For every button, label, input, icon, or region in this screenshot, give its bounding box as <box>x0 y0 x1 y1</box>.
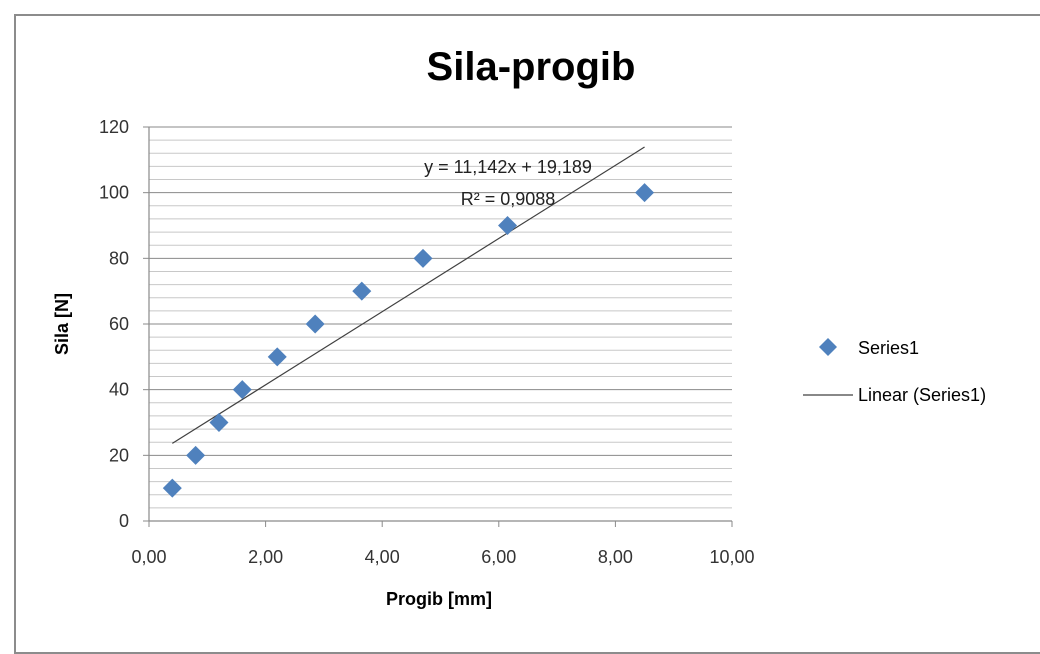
y-tick-label: 40 <box>109 380 129 400</box>
y-axis-title: Sila [N] <box>52 293 72 355</box>
ticks-layer: 0 20 40 60 80 100 120 0,00 2,00 4,00 6,00 8,00 10,00 <box>99 117 755 567</box>
y-tick-label: 20 <box>109 445 129 465</box>
data-point <box>635 183 655 203</box>
data-point <box>209 413 229 432</box>
x-tick-label: 0,00 <box>131 547 166 567</box>
x-tick-label: 6,00 <box>481 547 516 567</box>
x-tick-label: 2,00 <box>248 547 283 567</box>
chart-title: Sila-progib <box>427 45 636 89</box>
y-tick-label: 0 <box>119 511 129 531</box>
data-point <box>186 445 206 465</box>
x-tick-label: 4,00 <box>365 547 400 567</box>
trend-layer <box>172 146 645 444</box>
trendline-r2: R² = 0,9088 <box>461 189 556 209</box>
data-point <box>305 314 325 334</box>
data-point <box>232 380 252 400</box>
legend-label-series1: Series1 <box>858 338 919 358</box>
data-point <box>413 248 433 268</box>
legend: Series1 Linear (Series1) <box>803 338 986 405</box>
data-point <box>267 347 287 367</box>
y-tick-label: 80 <box>109 248 129 268</box>
chart-svg: Sila-progib 0 20 40 60 80 100 120 0,00 2,00 4,00 6… <box>52 45 986 609</box>
trendline-equation: y = 11,142x + 19,189 <box>424 157 592 177</box>
y-tick-label: 60 <box>109 314 129 334</box>
points-layer <box>162 183 655 498</box>
data-point <box>162 478 182 498</box>
x-tick-label: 10,00 <box>709 547 754 567</box>
trendline <box>172 146 645 444</box>
y-tick-label: 100 <box>99 183 129 203</box>
grid-layer <box>149 126 732 522</box>
legend-label-trendline: Linear (Series1) <box>858 385 986 405</box>
chart-frame <box>14 14 1040 654</box>
x-axis-title: Progib [mm] <box>386 589 492 609</box>
data-point <box>498 216 518 235</box>
legend-marker-series1 <box>819 338 837 356</box>
y-tick-label: 120 <box>99 117 129 137</box>
data-point <box>352 281 372 301</box>
x-tick-label: 8,00 <box>598 547 633 567</box>
